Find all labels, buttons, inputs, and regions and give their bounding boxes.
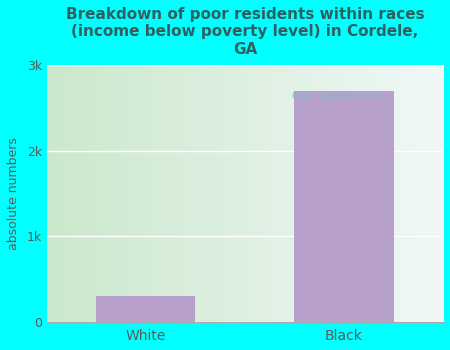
Title: Breakdown of poor residents within races
(income below poverty level) in Cordele: Breakdown of poor residents within races… [66,7,424,57]
Bar [96,296,195,322]
Y-axis label: absolute numbers: absolute numbers [7,137,20,250]
Bar [294,91,394,322]
Text: City-Data.com: City-Data.com [292,91,381,101]
